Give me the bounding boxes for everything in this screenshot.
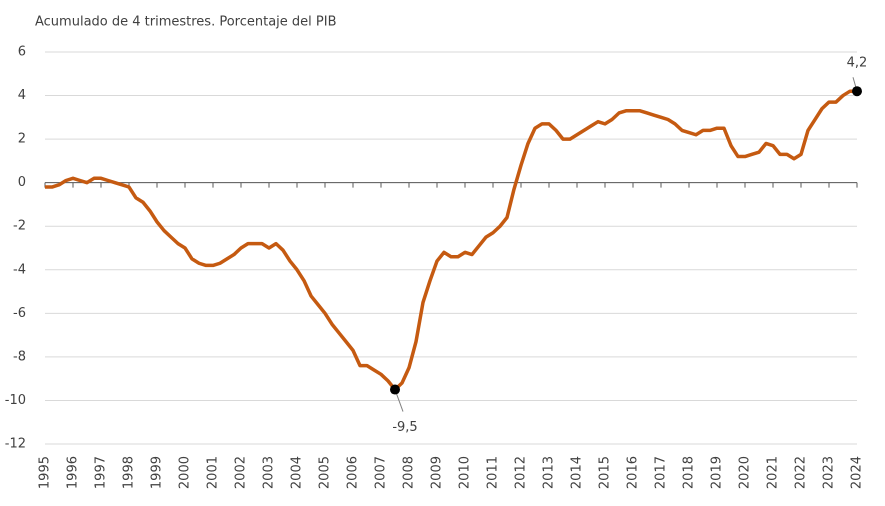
x-tick-label: 2021 xyxy=(766,456,781,489)
y-tick-label: 4 xyxy=(18,88,26,103)
x-tick-label: 1995 xyxy=(38,456,53,489)
x-tick-label: 2013 xyxy=(542,456,557,489)
y-tick-label: -10 xyxy=(5,393,26,408)
x-tick-label: 1997 xyxy=(94,456,109,489)
x-tick-label: 2015 xyxy=(598,456,613,489)
annotation-dot xyxy=(852,86,862,97)
x-tick-label: 2000 xyxy=(178,456,193,489)
x-tick-label: 2020 xyxy=(738,456,753,489)
annotation-dot xyxy=(390,384,400,395)
x-tick-label: 1999 xyxy=(150,456,165,489)
x-tick-label: 2002 xyxy=(234,456,249,489)
y-tick-label: 0 xyxy=(18,175,26,190)
x-tick-label: 2006 xyxy=(346,456,361,489)
x-tick-label: 2014 xyxy=(570,456,585,489)
y-tick-label: 6 xyxy=(18,45,26,60)
x-tick-label: 2019 xyxy=(710,456,725,489)
x-tick-label: 2016 xyxy=(626,456,641,489)
data-line xyxy=(45,89,857,392)
chart-title: Acumulado de 4 trimestres. Porcentaje de… xyxy=(35,15,337,30)
x-tick-label: 2003 xyxy=(262,456,277,489)
x-tick-label: 2012 xyxy=(514,456,529,489)
x-tick-label: 2018 xyxy=(682,456,697,489)
annotation-label: 4,2 xyxy=(847,56,868,71)
x-tick-label: 2023 xyxy=(822,456,837,489)
x-tick-label: 2004 xyxy=(290,456,305,489)
x-tick-label: 2001 xyxy=(206,456,221,489)
y-tick-label: -6 xyxy=(13,306,26,321)
x-tick-label: 2010 xyxy=(458,456,473,489)
x-tick-label: 2008 xyxy=(402,456,417,489)
x-tick-label: 2024 xyxy=(850,456,865,489)
y-tick-label: -8 xyxy=(13,349,26,364)
x-tick-label: 2017 xyxy=(654,456,669,489)
x-tick-label: 2007 xyxy=(374,456,389,489)
annotation-label: -9,5 xyxy=(392,420,417,435)
x-tick-label: 2011 xyxy=(486,456,501,489)
x-tick-label: 2009 xyxy=(430,456,445,489)
y-tick-label: 2 xyxy=(18,132,26,147)
y-tick-label: -2 xyxy=(13,219,26,234)
x-tick-label: 2005 xyxy=(318,456,333,489)
y-tick-label: -12 xyxy=(5,437,26,452)
x-tick-label: 2022 xyxy=(794,456,809,489)
y-tick-label: -4 xyxy=(13,262,26,277)
x-tick-label: 1998 xyxy=(122,456,137,489)
x-tick-label: 1996 xyxy=(66,456,81,489)
